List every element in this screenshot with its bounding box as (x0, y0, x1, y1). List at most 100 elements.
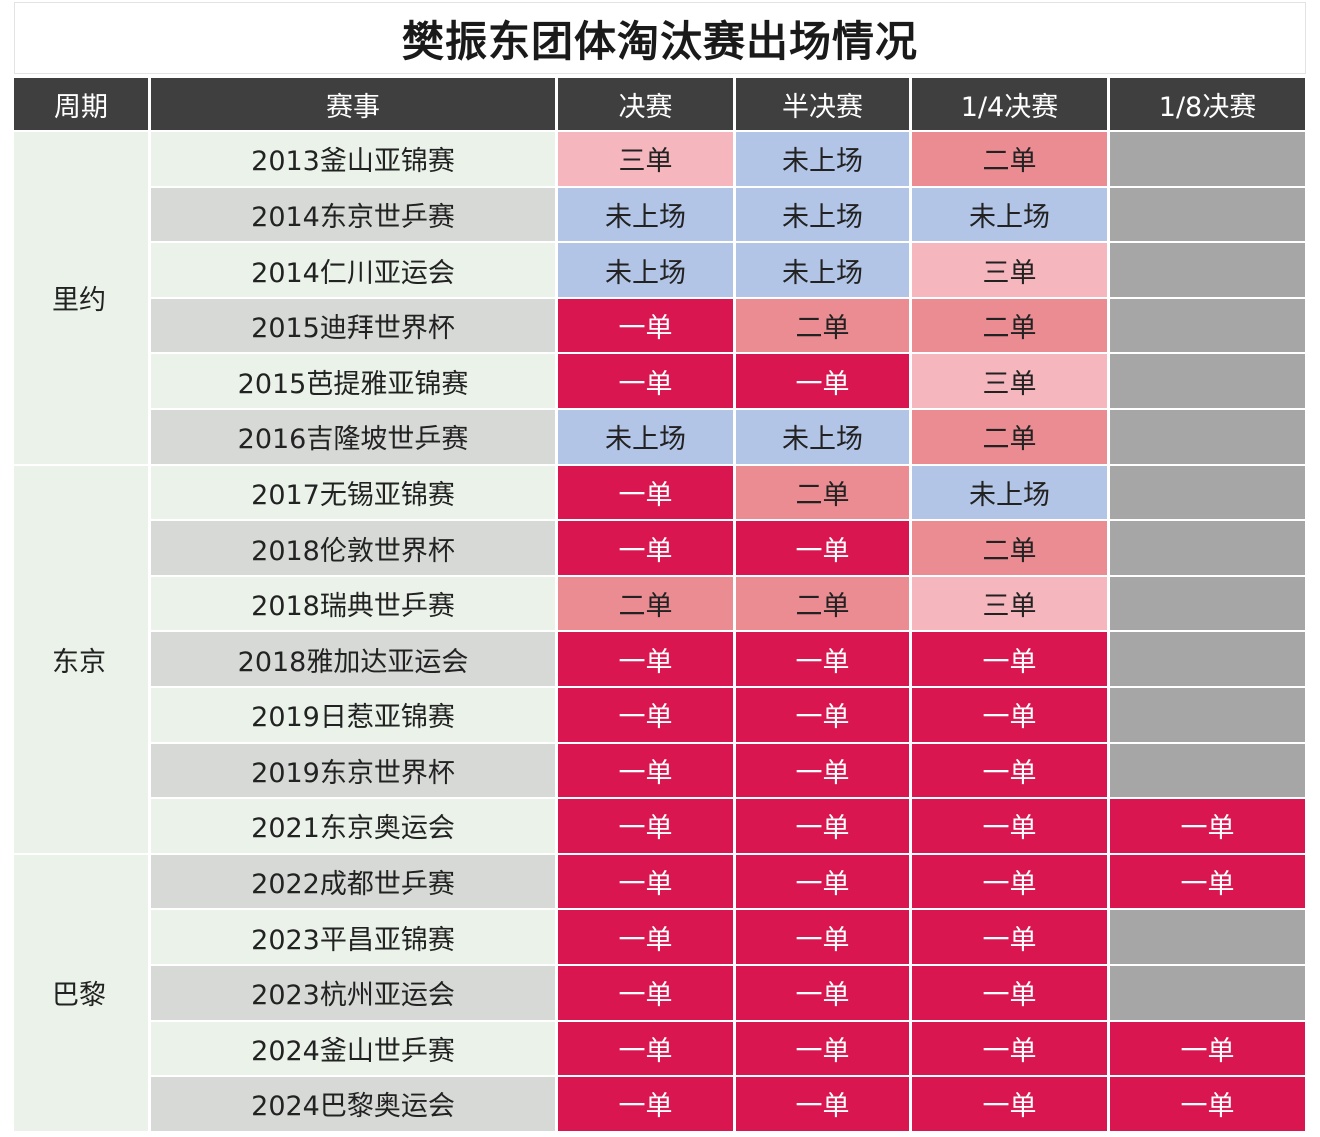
quarterfinal-cell: 二单 (912, 521, 1107, 575)
round16-cell (1110, 298, 1305, 353)
final-cell: 三单 (558, 132, 733, 186)
round16-cell (1110, 521, 1305, 575)
semifinal-cell: 一单 (736, 632, 909, 686)
final-cell: 一单 (558, 966, 733, 1020)
semifinal-cell: 二单 (736, 298, 909, 353)
event-name-cell: 2016吉隆坡世乒赛 (151, 410, 555, 464)
round16-cell (1110, 132, 1305, 186)
round16-cell (1110, 688, 1305, 742)
event-name-cell: 2018伦敦世界杯 (151, 521, 555, 575)
event-name-cell: 2024釜山世乒赛 (151, 1021, 555, 1076)
quarterfinal-cell: 一单 (912, 854, 1107, 909)
quarterfinal-cell: 一单 (912, 1077, 1107, 1131)
round16-cell (1110, 410, 1305, 464)
quarterfinal-cell: 一单 (912, 966, 1107, 1020)
event-name-cell: 2014仁川亚运会 (151, 243, 555, 297)
final-cell: 一单 (558, 799, 733, 853)
round16-cell: 一单 (1110, 854, 1305, 909)
header-semifinal: 半决赛 (736, 78, 909, 130)
semifinal-cell: 二单 (736, 576, 909, 631)
event-name-cell: 2018雅加达亚运会 (151, 632, 555, 686)
round16-cell: 一单 (1110, 1021, 1305, 1076)
semifinal-cell: 未上场 (736, 410, 909, 464)
quarterfinal-cell: 二单 (912, 410, 1107, 464)
final-cell: 一单 (558, 354, 733, 408)
event-name-cell: 2021东京奥运会 (151, 799, 555, 853)
round16-cell: 一单 (1110, 1077, 1305, 1131)
event-name-cell: 2015芭提雅亚锦赛 (151, 354, 555, 408)
semifinal-cell: 二单 (736, 465, 909, 520)
final-cell: 未上场 (558, 243, 733, 297)
round16-cell (1110, 354, 1305, 408)
quarterfinal-cell: 一单 (912, 799, 1107, 853)
header-quarterfinal: 1/4决赛 (912, 78, 1107, 130)
semifinal-cell: 一单 (736, 910, 909, 964)
final-cell: 一单 (558, 465, 733, 520)
round16-cell (1110, 243, 1305, 297)
semifinal-cell: 一单 (736, 1077, 909, 1131)
semifinal-cell: 一单 (736, 354, 909, 408)
final-cell: 一单 (558, 1077, 733, 1131)
final-cell: 一单 (558, 632, 733, 686)
event-name-cell: 2018瑞典世乒赛 (151, 576, 555, 631)
final-cell: 一单 (558, 298, 733, 353)
semifinal-cell: 一单 (736, 521, 909, 575)
final-cell: 未上场 (558, 187, 733, 242)
quarterfinal-cell: 三单 (912, 243, 1107, 297)
semifinal-cell: 一单 (736, 688, 909, 742)
semifinal-cell: 一单 (736, 799, 909, 853)
final-cell: 未上场 (558, 410, 733, 464)
final-cell: 一单 (558, 854, 733, 909)
period-cell: 巴黎 (14, 854, 148, 1131)
round16-cell (1110, 966, 1305, 1020)
semifinal-cell: 一单 (736, 966, 909, 1020)
semifinal-cell: 一单 (736, 1021, 909, 1076)
event-name-cell: 2023平昌亚锦赛 (151, 910, 555, 964)
final-cell: 一单 (558, 910, 733, 964)
quarterfinal-cell: 未上场 (912, 187, 1107, 242)
final-cell: 二单 (558, 576, 733, 631)
period-cell: 东京 (14, 465, 148, 853)
final-cell: 一单 (558, 743, 733, 798)
quarterfinal-cell: 一单 (912, 910, 1107, 964)
round16-cell (1110, 743, 1305, 798)
header-event: 赛事 (151, 78, 555, 130)
event-name-cell: 2019日惹亚锦赛 (151, 688, 555, 742)
round16-cell (1110, 632, 1305, 686)
quarterfinal-cell: 一单 (912, 743, 1107, 798)
quarterfinal-cell: 一单 (912, 632, 1107, 686)
final-cell: 一单 (558, 521, 733, 575)
event-name-cell: 2014东京世乒赛 (151, 187, 555, 242)
event-name-cell: 2022成都世乒赛 (151, 854, 555, 909)
header-final: 决赛 (558, 78, 733, 130)
appearance-table: 周期 赛事 决赛 半决赛 1/4决赛 1/8决赛 里约 东京 巴黎 2013釜山亚锦赛 三单 未上场二… (14, 78, 1306, 1131)
quarterfinal-cell: 三单 (912, 354, 1107, 408)
semifinal-cell: 未上场 (736, 132, 909, 186)
event-name-cell: 2015迪拜世界杯 (151, 298, 555, 353)
quarterfinal-cell: 二单 (912, 132, 1107, 186)
quarterfinal-cell: 一单 (912, 1021, 1107, 1076)
semifinal-cell: 未上场 (736, 187, 909, 242)
quarterfinal-cell: 未上场 (912, 465, 1107, 520)
period-cell: 里约 (14, 132, 148, 464)
round16-cell: 一单 (1110, 799, 1305, 853)
event-name-cell: 2013釜山亚锦赛 (151, 132, 555, 186)
semifinal-cell: 一单 (736, 743, 909, 798)
round16-cell (1110, 187, 1305, 242)
table-title: 樊振东团体淘汰赛出场情况 (14, 2, 1306, 74)
semifinal-cell: 一单 (736, 854, 909, 909)
event-name-cell: 2024巴黎奥运会 (151, 1077, 555, 1131)
quarterfinal-cell: 一单 (912, 688, 1107, 742)
semifinal-cell: 未上场 (736, 243, 909, 297)
event-name-cell: 2019东京世界杯 (151, 743, 555, 798)
final-cell: 一单 (558, 688, 733, 742)
round16-cell (1110, 576, 1305, 631)
quarterfinal-cell: 二单 (912, 298, 1107, 353)
round16-cell (1110, 910, 1305, 964)
event-name-cell: 2017无锡亚锦赛 (151, 465, 555, 520)
round16-cell (1110, 465, 1305, 520)
event-name-cell: 2023杭州亚运会 (151, 966, 555, 1020)
quarterfinal-cell: 三单 (912, 576, 1107, 631)
header-period: 周期 (14, 78, 148, 130)
header-round16: 1/8决赛 (1110, 78, 1305, 130)
